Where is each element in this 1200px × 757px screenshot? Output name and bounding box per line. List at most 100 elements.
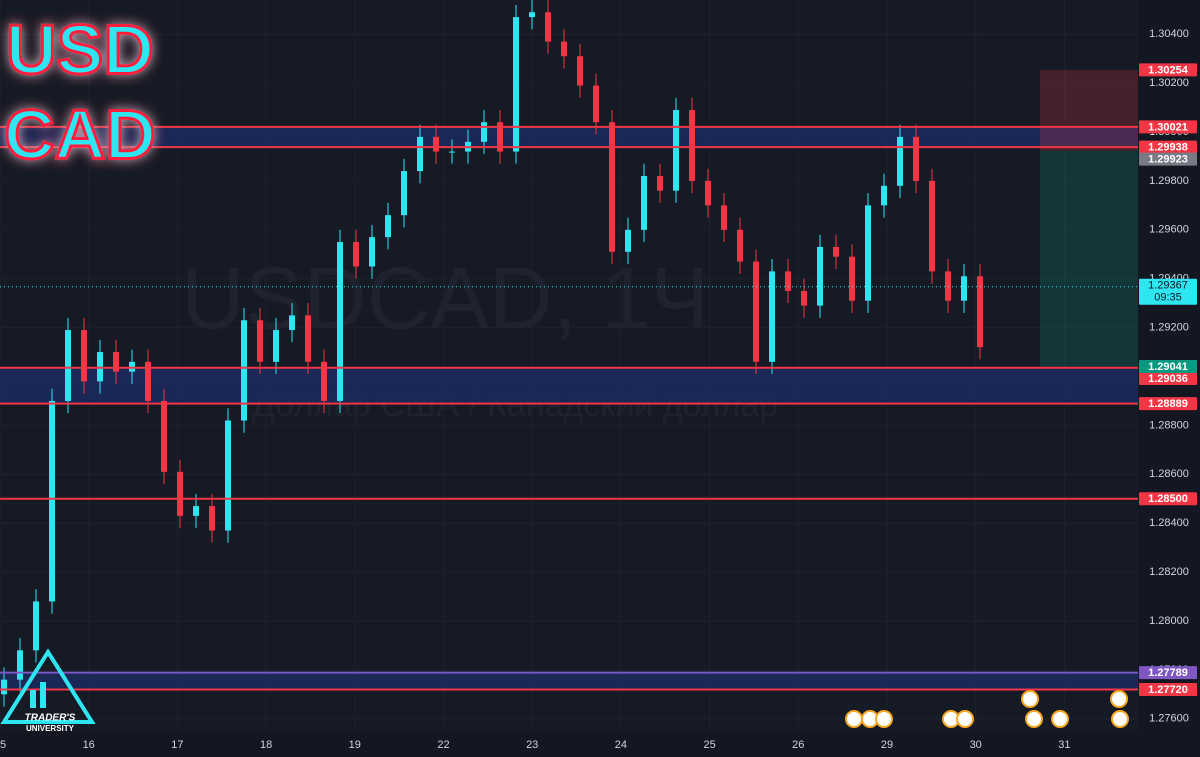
y-tick-label: 1.28600 (1149, 468, 1189, 480)
event-icon (1110, 690, 1128, 708)
candle-body (801, 290, 807, 306)
candle-body (433, 136, 439, 152)
candle-body (545, 12, 551, 42)
candle-body (81, 330, 87, 382)
candle-body (65, 330, 71, 401)
candle-body (1, 679, 7, 695)
event-icon (956, 710, 974, 728)
y-tick-label: 1.28400 (1149, 517, 1189, 529)
logo-bar (30, 690, 36, 708)
zone (0, 126, 1138, 148)
logo-bar (40, 682, 46, 708)
candle-body (865, 205, 871, 301)
candle-body (257, 320, 263, 362)
candle-body (49, 400, 55, 602)
countdown-label: 09:35 (1154, 292, 1182, 304)
x-tick-label: 31 (1058, 739, 1070, 751)
candle-body (385, 215, 391, 238)
candle-body (897, 136, 903, 186)
candle-body (737, 229, 743, 262)
logo-text: TRADER'S (25, 713, 76, 724)
event-icon (1051, 710, 1069, 728)
target-zone (1040, 150, 1138, 367)
candle-body (753, 261, 759, 362)
candle-body (657, 176, 663, 191)
price-badge (1139, 492, 1197, 506)
candle-body (721, 205, 727, 230)
candle-body (673, 110, 679, 191)
candle-body (849, 256, 855, 301)
event-icons (845, 690, 1129, 728)
candle-body (481, 122, 487, 142)
candle-body (817, 246, 823, 306)
y-tick-label: 1.28200 (1149, 566, 1189, 578)
candle-body (161, 400, 167, 472)
candle-body (401, 171, 407, 216)
x-tick-label: 26 (792, 739, 804, 751)
candle-body (961, 276, 967, 301)
candle-body (561, 41, 567, 57)
zone (0, 672, 1138, 690)
price-badge-label: 1.27720 (1148, 684, 1188, 696)
x-tick-label: 24 (615, 739, 627, 751)
candle-body (881, 185, 887, 206)
y-tick-label: 1.29600 (1149, 224, 1189, 236)
candle-body (321, 361, 327, 401)
x-tick-label: 29 (881, 739, 893, 751)
candle-body (785, 271, 791, 291)
candle-body (289, 315, 295, 331)
last-price-label: 1.29367 (1148, 280, 1188, 292)
zone (0, 367, 1138, 404)
candle-body (609, 122, 615, 252)
price-badge-label: 1.29036 (1148, 373, 1188, 385)
candle-body (625, 229, 631, 252)
candle-body (497, 122, 503, 152)
event-icon (1021, 690, 1039, 708)
price-badge (1139, 371, 1197, 385)
price-badge-label: 1.30254 (1148, 64, 1189, 76)
x-tick-label: 17 (171, 739, 183, 751)
candle-body (593, 85, 599, 123)
candle-body (193, 506, 199, 516)
candle-body (417, 136, 423, 172)
candle-body (449, 151, 455, 153)
last-price-badge (1139, 278, 1197, 305)
candle-body (513, 17, 519, 152)
event-icon (1111, 710, 1129, 728)
price-badge-label: 1.29041 (1148, 361, 1188, 373)
price-badge-label: 1.29923 (1148, 154, 1188, 166)
price-badge-label: 1.30021 (1148, 121, 1188, 133)
logo-text: UNIVERSITY (26, 724, 75, 733)
stop-zone (1040, 69, 1138, 151)
price-badge-label: 1.27789 (1148, 667, 1188, 679)
y-tick-label: 1.29800 (1149, 175, 1189, 187)
candle-body (945, 271, 951, 301)
candle-body (209, 506, 215, 531)
event-icon (845, 710, 863, 728)
y-tick-label: 1.28800 (1149, 419, 1189, 431)
candle-body (929, 180, 935, 272)
candle-body (337, 242, 343, 401)
candle-body (705, 180, 711, 206)
x-tick-label: 23 (526, 739, 538, 751)
x-tick-label: 22 (437, 739, 449, 751)
candle-body (353, 242, 359, 267)
candle-body (113, 352, 119, 372)
candle-body (225, 420, 231, 531)
price-badge-label: 1.28500 (1148, 493, 1188, 505)
y-tick-label: 1.30400 (1149, 28, 1189, 40)
y-tick-label: 1.28000 (1149, 615, 1189, 627)
price-badge (1139, 682, 1197, 696)
x-tick-label: 16 (83, 739, 95, 751)
price-badge (1139, 359, 1197, 373)
candle-body (369, 237, 375, 267)
price-badge (1139, 152, 1197, 166)
x-tick-label: 30 (970, 739, 982, 751)
candle-body (977, 276, 983, 348)
candle-body (145, 361, 151, 401)
candle-body (305, 315, 311, 362)
candle-body (913, 136, 919, 181)
price-badge-label: 1.28889 (1148, 398, 1188, 410)
x-tick-label: 15 (0, 739, 6, 751)
